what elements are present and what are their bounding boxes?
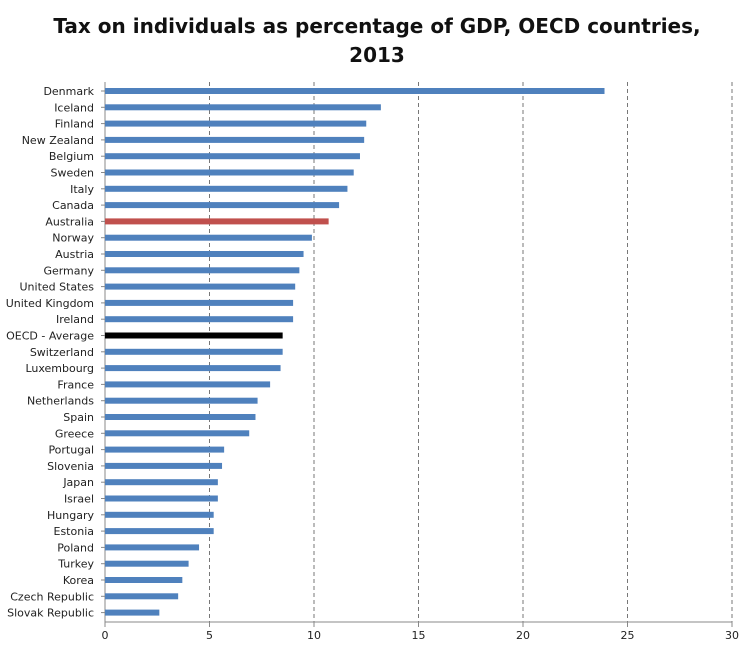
chart-title-line-2: 2013: [349, 43, 405, 67]
bar: [105, 381, 271, 388]
gridlines: [209, 82, 733, 622]
category-label: Finland: [55, 118, 94, 131]
bar: [105, 202, 340, 209]
bar: [105, 169, 354, 176]
category-label: Denmark: [43, 85, 94, 98]
bar: [105, 544, 200, 551]
bar: [105, 577, 183, 583]
category-label: Czech Republic: [10, 590, 94, 603]
category-label: Netherlands: [27, 395, 94, 408]
bar: [105, 560, 189, 567]
bar: [105, 397, 258, 404]
bar: [105, 479, 218, 486]
category-label: Estonia: [54, 525, 95, 538]
category-label: Canada: [52, 199, 94, 212]
bar: [105, 593, 179, 600]
category-label: Norway: [52, 232, 94, 245]
bar: [105, 120, 367, 127]
category-label: Belgium: [49, 150, 94, 163]
category-label: Austria: [55, 248, 94, 261]
category-label: Greece: [55, 427, 94, 440]
bar: [105, 185, 348, 192]
category-label: Korea: [63, 574, 94, 587]
chart-title: Tax on individuals as percentage of GDP,…: [0, 12, 754, 70]
category-label: Poland: [57, 541, 94, 554]
category-label: Germany: [43, 264, 94, 277]
bar: [105, 528, 214, 535]
x-tick-label: 15: [412, 629, 426, 642]
bar: [105, 283, 296, 290]
category-label: OECD - Average: [6, 330, 94, 343]
category-label: Israel: [64, 493, 94, 506]
bar: [105, 299, 294, 306]
category-label: Japan: [62, 476, 94, 489]
x-tick-label: 5: [206, 629, 213, 642]
bar: [105, 316, 294, 323]
x-tick-labels: 0 5 10 15 20 25 30: [102, 629, 740, 642]
bar: [105, 462, 223, 469]
category-label: Spain: [63, 411, 94, 424]
bar: [105, 495, 218, 502]
bar: [105, 234, 312, 241]
category-label: Switzerland: [30, 346, 94, 359]
x-tick-label: 10: [307, 629, 321, 642]
category-labels: Denmark Iceland Finland New Zealand Belgium S…: [6, 85, 95, 620]
category-label: Turkey: [57, 558, 94, 571]
bar: [105, 136, 365, 143]
category-label: France: [57, 378, 94, 391]
category-label: New Zealand: [22, 134, 94, 147]
category-label: United States: [20, 281, 95, 294]
x-tick-label: 20: [516, 629, 530, 642]
bar: [105, 104, 381, 111]
category-label: Portugal: [48, 444, 94, 457]
category-label: Luxembourg: [25, 362, 94, 375]
bar: [105, 267, 300, 274]
category-label: Slovenia: [47, 460, 94, 473]
x-tick-label: 0: [102, 629, 109, 642]
bar: [105, 218, 329, 225]
bar: [105, 430, 250, 437]
chart-title-line-1: Tax on individuals as percentage of GDP,…: [53, 14, 701, 38]
bar: [105, 88, 605, 94]
bar: [105, 414, 256, 420]
category-label: United Kingdom: [6, 297, 94, 310]
x-tick-label: 30: [725, 629, 739, 642]
bar: [105, 348, 283, 355]
bar: [105, 153, 360, 160]
bar: [105, 332, 283, 339]
bar: [105, 609, 160, 616]
category-label: Hungary: [47, 509, 94, 522]
bar: [105, 251, 304, 257]
category-label: Slovak Republic: [7, 607, 94, 620]
bar: [105, 365, 281, 372]
bar: [105, 511, 214, 518]
category-label: Sweden: [51, 167, 94, 180]
category-label: Iceland: [54, 101, 94, 114]
bars: [105, 88, 605, 616]
category-label: Ireland: [56, 313, 94, 326]
bar: [105, 446, 225, 453]
x-tick-label: 25: [621, 629, 635, 642]
category-label: Italy: [70, 183, 94, 196]
category-label: Australia: [45, 215, 94, 228]
